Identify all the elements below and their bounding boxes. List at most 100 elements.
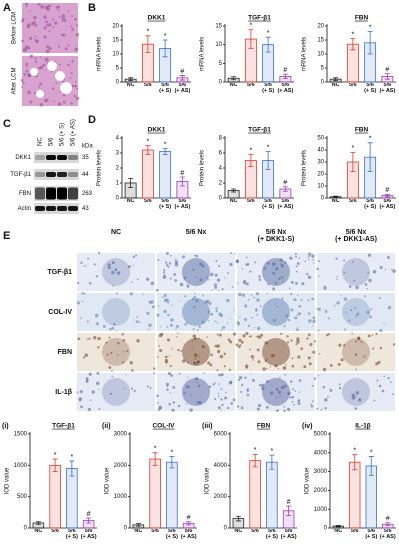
ihc-texture — [260, 383, 265, 388]
ihc-texture — [84, 353, 88, 357]
ihc-texture — [191, 297, 195, 301]
ihc-texture — [201, 320, 205, 324]
ihc-texture — [202, 294, 204, 297]
ihc-texture — [214, 397, 217, 401]
ihc-texture — [237, 282, 239, 284]
blot-band — [35, 155, 45, 160]
ihc-texture — [111, 326, 115, 330]
chart-title: TGF-β1 — [52, 423, 75, 430]
ihc-texture — [238, 338, 242, 342]
tissue-texture — [76, 24, 79, 27]
glomerulus — [342, 298, 370, 326]
ihc-texture — [312, 259, 314, 261]
ihc-texture — [266, 380, 269, 383]
ihc-texture — [289, 256, 293, 260]
ihc-texture — [98, 407, 101, 410]
unit-label: kDa — [82, 144, 93, 150]
lane-label: 5/6 — [49, 137, 55, 146]
ihc-texture — [336, 278, 338, 280]
ihc-texture — [256, 335, 259, 338]
x-tick-label: 5/6 (+ S) — [262, 199, 275, 210]
ihc-texture — [146, 385, 149, 388]
ihc-texture — [93, 263, 96, 266]
ihc-texture — [136, 338, 140, 343]
y-tick-label: 10 — [112, 52, 119, 58]
y-axis-label: Protein levels — [97, 150, 103, 186]
y-axis-label: Protein levels — [302, 150, 308, 186]
ihc-texture — [146, 311, 150, 316]
ihc-texture — [290, 339, 293, 342]
ihc-texture — [392, 393, 394, 396]
error-bar — [335, 524, 341, 528]
ihc-texture — [278, 277, 281, 280]
ihc-texture — [220, 314, 224, 318]
ihc-texture — [172, 401, 176, 404]
x-tick-label-box: NC — [34, 529, 42, 534]
blot-band — [68, 187, 78, 200]
ihc-texture — [267, 283, 270, 286]
ihc-texture — [297, 294, 299, 296]
ihc-texture — [384, 268, 387, 271]
y-tick-label: 3 — [116, 151, 120, 157]
ihc-texture — [239, 316, 241, 319]
ihc-texture — [245, 256, 248, 259]
ihc-texture — [95, 275, 99, 278]
tissue-texture — [74, 84, 77, 87]
y-tick-label: 4000 — [314, 450, 328, 456]
ihc-texture — [307, 312, 311, 315]
y-tick-label: 0 — [321, 196, 325, 202]
ihc-texture — [370, 308, 373, 311]
ihc-texture — [294, 255, 297, 258]
ihc-texture — [297, 312, 302, 316]
ihc-texture — [108, 336, 111, 339]
x-tick-label: 5/6 (+ AS) — [80, 529, 97, 540]
ihc-texture — [222, 326, 226, 330]
tissue-texture — [25, 65, 28, 68]
ihc-texture — [387, 377, 390, 380]
error-bar — [152, 452, 158, 466]
ihc-texture — [373, 399, 376, 402]
x-tick-label-box: 5/6 — [151, 529, 159, 534]
significance-marker: # — [283, 180, 287, 187]
ihc-texture — [195, 276, 197, 278]
glomerulus — [342, 338, 370, 366]
ihc-texture — [214, 283, 218, 287]
y-tick-label: 0 — [24, 526, 28, 532]
ihc-texture — [343, 271, 346, 274]
ihc-texture — [214, 344, 218, 348]
y-tick-label: 4 — [116, 136, 120, 142]
ihc-texture — [287, 391, 291, 396]
ihc-texture — [377, 360, 381, 364]
x-tick-label: NC — [126, 83, 135, 88]
ihc-texture — [289, 396, 292, 399]
ihc-texture — [227, 338, 231, 342]
x-tick-label-box: NC — [127, 199, 135, 204]
row-label: TGF-β1 — [48, 269, 73, 276]
protein-label: FBN — [19, 191, 31, 197]
tissue-texture — [20, 19, 24, 23]
ihc-texture — [296, 337, 300, 341]
ihc-texture — [135, 320, 139, 324]
ihc-texture — [114, 268, 118, 272]
ihc-texture — [264, 359, 267, 362]
ihc-texture — [227, 322, 229, 325]
tissue-texture — [58, 63, 61, 66]
ihc-texture — [209, 363, 213, 367]
tissue-texture — [74, 17, 77, 21]
ihc-texture — [247, 298, 250, 301]
ihc-texture — [291, 364, 295, 368]
column-header: 5/6 Nx (+ DKK1-S) — [257, 229, 295, 244]
tissue-texture — [39, 82, 43, 86]
blot-band — [46, 187, 56, 200]
ihc-texture — [312, 319, 316, 324]
ihc-texture — [206, 336, 208, 338]
ihc-texture — [198, 325, 201, 328]
ihc-texture — [134, 254, 138, 257]
ihc-texture — [383, 375, 386, 378]
ihc-texture — [77, 281, 80, 284]
ihc-texture — [327, 395, 329, 398]
tissue-texture — [55, 6, 59, 9]
y-tick-label: 3000 — [314, 469, 328, 475]
tissue-texture — [48, 30, 51, 32]
ihc-texture — [277, 390, 281, 394]
